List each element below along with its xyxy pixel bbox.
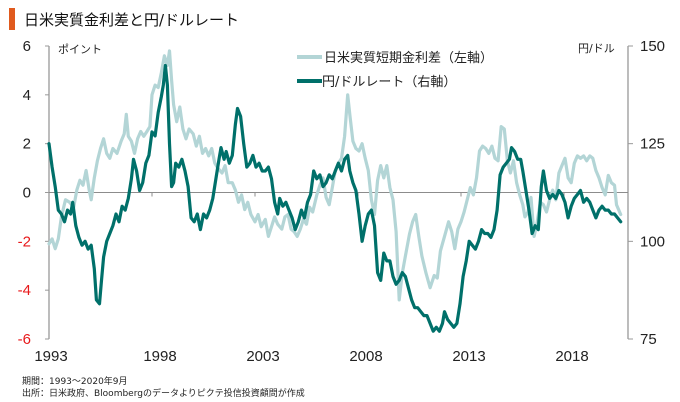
legend: 日米実質短期金利差（左軸） 円/ドルレート（右軸） [297, 50, 493, 90]
legend-label-rate-diff: 日米実質短期金利差（左軸） [324, 50, 493, 66]
left-tick-label: -6 [18, 331, 31, 348]
right-tick-label: 125 [640, 136, 665, 153]
axes: 6 4 2 0 -2 -4 -6 150 125 100 75 1993 1998 2003 2008 201… [18, 38, 665, 365]
series-line-usdjpy [47, 63, 623, 333]
chart: 6 4 2 0 -2 -4 -6 150 125 100 75 1993 1998 2003 2008 201… [18, 38, 665, 365]
footnote-period: 期間：1993～2020年9月 [22, 377, 128, 387]
footnote-source: 出所：日米政府、Bloombergのデータよりピクテ投信投資顧問が作成 [22, 389, 305, 399]
left-tick-label: -4 [18, 282, 31, 299]
x-tick-label: 2008 [349, 348, 382, 365]
x-tick-label: 1993 [34, 348, 67, 365]
title-accent-bar [9, 8, 15, 30]
left-axis-unit: ポイント [58, 43, 102, 56]
chart-title: 日米実質金利差と円/ドルレート [24, 11, 240, 29]
left-tick-label: 0 [23, 185, 31, 202]
left-tick-label: 4 [23, 87, 31, 104]
right-tick-label: 100 [640, 233, 665, 250]
series-lines [47, 49, 623, 333]
x-tick-label: 2018 [555, 348, 588, 365]
x-tick-label: 1998 [143, 348, 176, 365]
x-tick-label: 2013 [452, 348, 485, 365]
left-tick-label: 6 [23, 38, 31, 55]
x-tick-label: 2003 [246, 348, 279, 365]
right-axis-unit: 円/ドル [578, 42, 615, 55]
right-tick-label: 150 [640, 38, 665, 55]
left-tick-label: -2 [18, 233, 31, 250]
right-tick-label: 75 [640, 331, 657, 348]
legend-label-usdjpy: 円/ドルレート（右軸） [322, 75, 456, 90]
left-tick-label: 2 [23, 136, 31, 153]
